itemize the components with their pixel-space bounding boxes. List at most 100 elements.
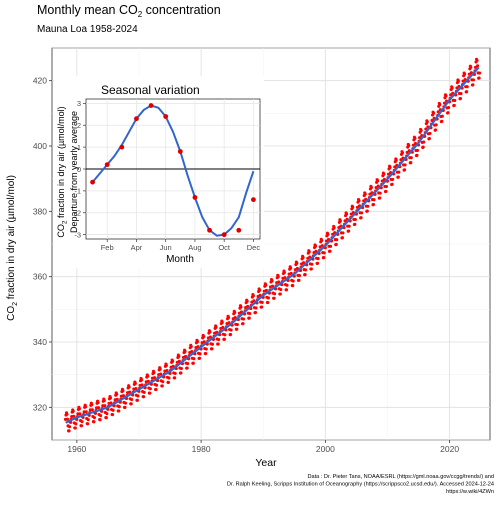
seasonal-point xyxy=(163,114,169,119)
co2-data-point xyxy=(438,103,442,107)
co2-data-point xyxy=(326,232,330,236)
co2-data-point xyxy=(198,356,202,360)
co2-data-point xyxy=(422,140,426,144)
co2-data-point xyxy=(198,352,202,356)
co2-data-point xyxy=(347,224,351,228)
co2-data-point xyxy=(92,416,96,420)
inset-y-tick-label: -2 xyxy=(74,209,81,218)
co2-data-point xyxy=(173,371,177,375)
co2-data-point xyxy=(415,153,419,157)
y-tick-label: 420 xyxy=(33,76,47,86)
co2-data-point xyxy=(411,143,415,147)
seasonal-point xyxy=(177,149,183,154)
seasonal-point xyxy=(251,197,256,203)
inset-y-tick-label: 1 xyxy=(77,143,81,152)
co2-data-point xyxy=(96,401,100,405)
co2-data-point xyxy=(134,386,138,391)
co2-data-point xyxy=(129,402,133,406)
co2-data-point xyxy=(65,417,70,421)
inset-y-tick-label: -1 xyxy=(74,187,81,196)
co2-data-point xyxy=(345,212,349,216)
seasonal-point xyxy=(134,116,139,122)
co2-data-point xyxy=(386,172,391,176)
co2-data-point xyxy=(341,231,345,235)
co2-data-point xyxy=(111,413,115,417)
co2-data-point xyxy=(427,136,431,141)
co2-data-point xyxy=(140,378,144,382)
chart-title: Monthly mean CO2 concentration xyxy=(37,3,221,19)
co2-data-point xyxy=(270,279,274,283)
co2-data-point xyxy=(328,249,332,253)
inset-y-tick-label: 3 xyxy=(77,99,81,108)
co2-data-point xyxy=(264,283,268,287)
co2-data-point xyxy=(146,379,150,383)
co2-data-point xyxy=(469,65,473,69)
x-tick-label: 2000 xyxy=(316,444,335,454)
co2-data-point xyxy=(328,244,333,248)
co2-data-point xyxy=(465,90,469,94)
co2-data-point xyxy=(403,163,407,167)
co2-data-point xyxy=(440,114,444,118)
inset-x-tick-label: Aug xyxy=(188,243,201,252)
co2-data-point xyxy=(376,179,380,183)
co2-data-point xyxy=(289,266,293,270)
inset-x-tick-label: Dec xyxy=(247,243,261,252)
co2-data-point xyxy=(272,296,276,300)
seasonal-inset: Seasonal variation -3 -2 -1 0 1 2 3 Feb Apr Jun Au… xyxy=(54,76,264,268)
co2-data-point xyxy=(307,250,311,254)
co2-data-point xyxy=(115,392,119,396)
co2-data-point xyxy=(465,85,469,89)
co2-data-point xyxy=(159,372,163,376)
co2-data-point xyxy=(140,383,144,387)
co2-data-point xyxy=(142,395,146,399)
co2-data-point xyxy=(425,120,429,124)
inset-x-tick-label: Feb xyxy=(101,243,114,252)
co2-data-point xyxy=(407,144,411,148)
inset-y-axis-label-line1: CO2 fraction in dry air (µmol/mol) xyxy=(56,106,69,237)
co2-data-point xyxy=(399,158,403,162)
x-tick-label: 2020 xyxy=(440,444,459,454)
co2-data-point xyxy=(229,332,233,337)
co2-data-point xyxy=(266,300,270,305)
co2-data-point xyxy=(158,367,162,371)
co2-data-point xyxy=(222,337,226,341)
co2-data-point xyxy=(229,328,233,332)
co2-data-point xyxy=(372,198,376,202)
co2-data-point xyxy=(378,191,382,195)
co2-data-point xyxy=(295,261,299,265)
co2-data-point xyxy=(390,182,394,186)
co2-data-point xyxy=(105,412,109,416)
co2-data-point xyxy=(195,340,200,344)
co2-data-point xyxy=(102,399,106,403)
co2-data-point xyxy=(397,170,401,174)
co2-data-point xyxy=(148,391,152,395)
co2-data-point xyxy=(391,177,395,181)
co2-data-point xyxy=(365,209,369,213)
co2-data-point xyxy=(332,226,336,230)
x-tick-label: 1960 xyxy=(67,444,86,454)
co2-data-point xyxy=(353,222,357,226)
co2-data-point xyxy=(447,106,451,110)
co2-data-point xyxy=(192,357,196,361)
co2-data-point xyxy=(103,404,107,408)
y-tick-label: 320 xyxy=(33,402,47,412)
co2-data-point xyxy=(247,316,251,320)
co2-data-point xyxy=(241,322,245,326)
inset-x-tick-label: Oct xyxy=(218,243,231,252)
co2-data-point xyxy=(152,371,156,375)
co2-data-point xyxy=(400,151,405,155)
co2-data-point xyxy=(80,420,84,424)
co2-data-point xyxy=(322,256,326,260)
co2-data-point xyxy=(450,86,454,90)
co2-data-point xyxy=(297,274,302,278)
co2-data-point xyxy=(384,184,389,189)
co2-data-point xyxy=(173,376,177,380)
seasonal-point xyxy=(221,232,227,238)
co2-data-point xyxy=(253,311,258,315)
co2-data-point xyxy=(121,389,125,393)
co2-data-point xyxy=(227,316,231,320)
co2-data-point xyxy=(208,330,212,334)
inset-title: Seasonal variation xyxy=(101,83,200,97)
co2-data-point xyxy=(90,403,94,407)
co2-data-point xyxy=(378,196,382,200)
